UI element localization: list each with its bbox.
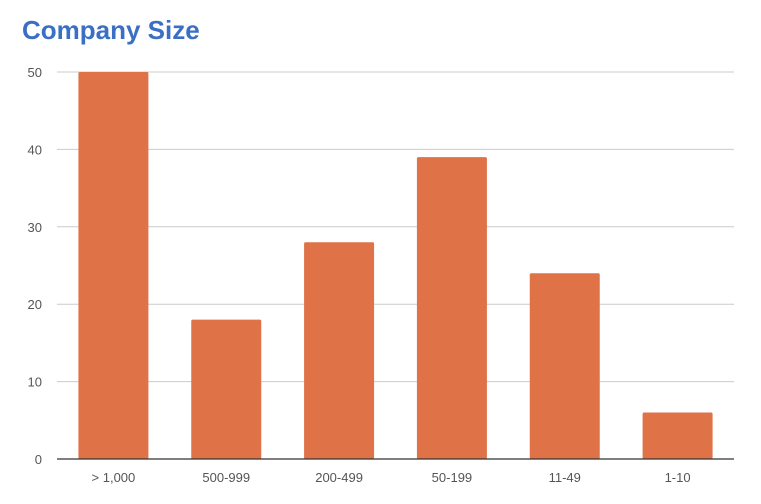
- gridlines: [57, 71, 734, 383]
- y-tick-label: 30: [28, 220, 42, 235]
- x-tick-label: 200-499: [315, 470, 363, 485]
- bars: [78, 72, 713, 459]
- y-tick-label: 10: [28, 375, 42, 390]
- bar: [78, 72, 149, 459]
- bar: [191, 319, 262, 459]
- x-axis-ticks: > 1,000 500-999 200-499 50-199 11-49 1-10: [92, 470, 691, 485]
- x-tick-label: > 1,000: [92, 470, 136, 485]
- x-tick-label: 500-999: [202, 470, 250, 485]
- y-tick-label: 0: [35, 452, 42, 467]
- x-tick-label: 11-49: [549, 470, 581, 485]
- bar: [529, 273, 600, 459]
- chart-title: Company Size: [22, 15, 200, 45]
- y-tick-label: 40: [28, 142, 42, 157]
- x-tick-label: 50-199: [432, 470, 472, 485]
- y-tick-label: 50: [28, 65, 42, 80]
- bar: [642, 412, 713, 459]
- y-axis-ticks: 0 10 20 30 40 50: [28, 65, 42, 467]
- bar: [416, 157, 487, 459]
- y-tick-label: 20: [28, 297, 42, 312]
- x-tick-label: 1-10: [665, 470, 691, 485]
- bar: [304, 242, 375, 459]
